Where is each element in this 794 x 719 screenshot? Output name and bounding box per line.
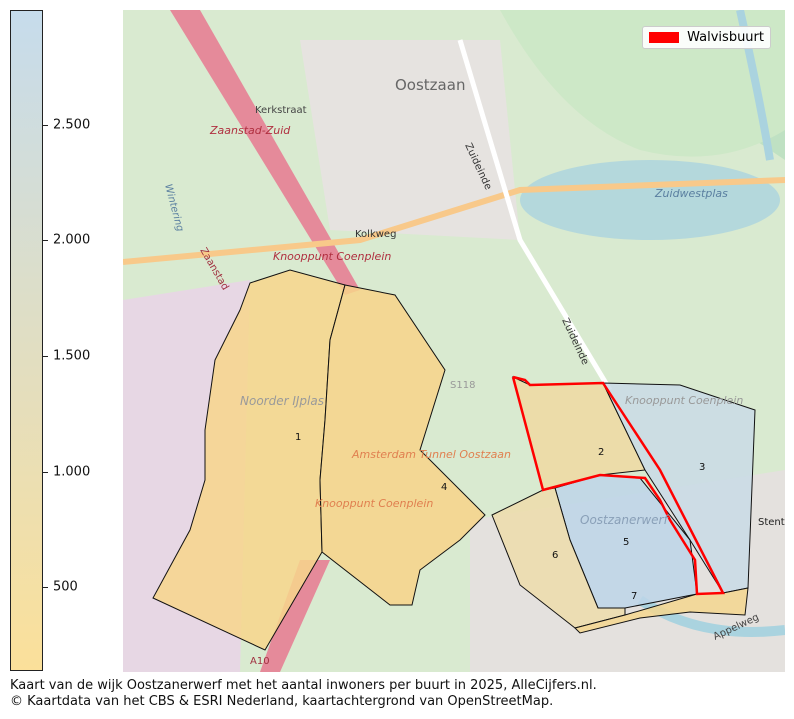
motorway-a10: [260, 560, 330, 672]
map-canvas: 1 2 3 4 5 6 7 Oostzaan Kerkstraat Zaanstad-Zui…: [123, 10, 785, 672]
legend: Walvisbuurt: [642, 26, 771, 49]
road-kolkweg: [123, 177, 785, 265]
neighbourhood-label: 3: [699, 462, 705, 473]
label-knooppunt-3: Knooppunt Coenplein: [625, 394, 743, 407]
legend-swatch: [649, 32, 680, 43]
label-knooppunt-2: Knooppunt Coenplein: [315, 497, 433, 510]
colorbar-tick: [43, 124, 48, 126]
neighbourhood-label: 5: [623, 537, 629, 548]
label-oostzaan: Oostzaan: [395, 76, 465, 94]
label-noorder-ijplas: Noorder IJplas: [240, 394, 324, 408]
residential-oostzaan: [300, 40, 520, 240]
colorbar-tick-label: 2.500: [53, 117, 91, 133]
colorbar-tick-label: 2.000: [53, 232, 91, 248]
colorbar-tick: [43, 355, 48, 357]
legend-label: Walvisbuurt: [687, 30, 764, 45]
colorbar-tick: [43, 587, 48, 589]
neighbourhood-label: 7: [631, 591, 637, 602]
caption-credits: © Kaartdata van het CBS & ESRI Nederland…: [10, 694, 554, 709]
label-s118: S118: [450, 380, 475, 391]
neighbourhood-label: 1: [295, 432, 301, 443]
label-knooppunt: Knooppunt Coenplein: [273, 250, 391, 263]
colorbar-tick: [43, 471, 48, 473]
road-zuideinde: [457, 39, 613, 392]
water-zuidwestplas: [520, 160, 780, 240]
label-stent: Stent: [758, 517, 785, 528]
neighbourhood-label: 6: [552, 550, 558, 561]
colorbar: [10, 10, 43, 671]
label-oostzanerwerf: Oostzanerwerf: [580, 513, 669, 527]
label-zaanstad-zuid: Zaanstad-Zuid: [209, 124, 291, 137]
label-zuidwestplas: Zuidwestplas: [654, 187, 728, 200]
label-a10: A10: [250, 656, 270, 667]
neighbourhood-4[interactable]: [319, 284, 486, 606]
colorbar-tick-label: 1.500: [53, 348, 91, 364]
colorbar-tick: [43, 240, 48, 242]
motorway-a8: [170, 10, 360, 295]
colorbar-tick-label: 1.000: [53, 464, 91, 480]
neighbourhood-7[interactable]: [574, 587, 749, 634]
caption-title: Kaart van de wijk Oostzanerwerf met het …: [10, 678, 597, 693]
label-tunnel: Amsterdam Tunnel Oostzaan: [351, 448, 511, 461]
label-kerkstraat: Kerkstraat: [255, 105, 307, 116]
neighbourhood-label: 2: [598, 447, 604, 458]
walvisbuurt-outline: [511, 375, 726, 596]
map[interactable]: 1 2 3 4 5 6 7 Oostzaan Kerkstraat Zaanstad-Zui…: [123, 10, 785, 672]
neighbourhood-label: 4: [441, 482, 447, 493]
colorbar-tick-label: 500: [53, 579, 78, 595]
label-kolkweg: Kolkweg: [355, 229, 396, 240]
